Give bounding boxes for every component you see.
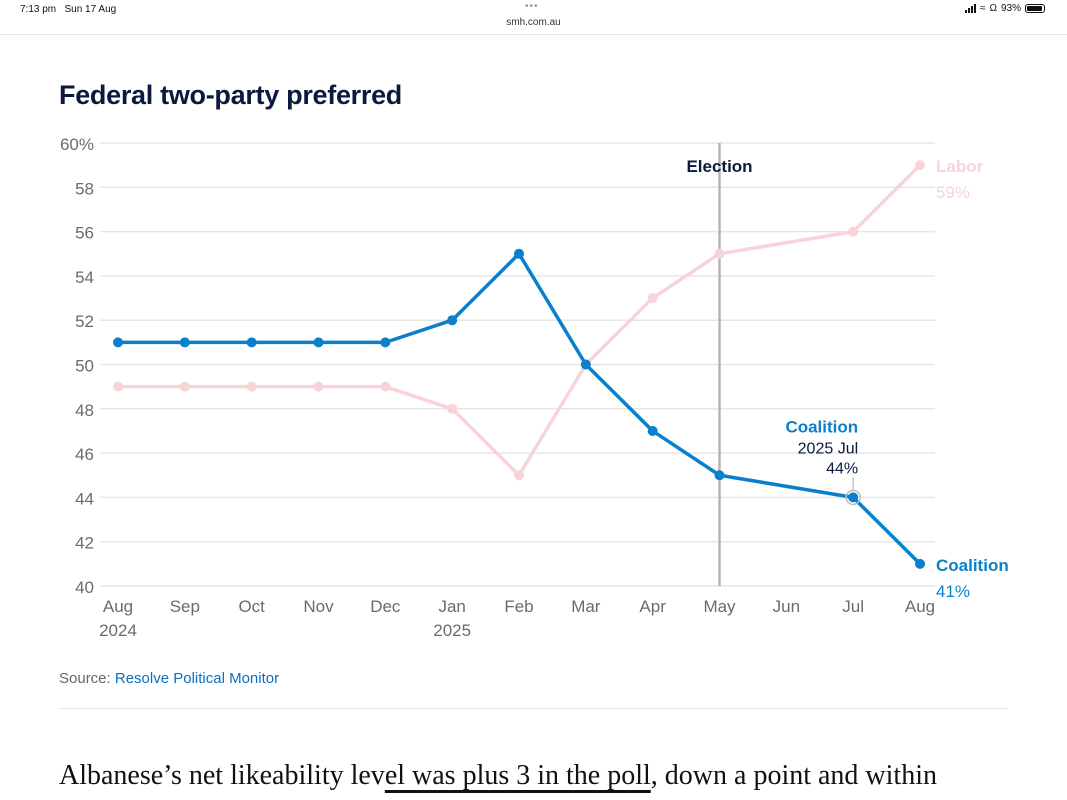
x-tick-label: Dec bbox=[370, 597, 401, 616]
y-tick-label: 50 bbox=[75, 357, 94, 376]
divider bbox=[59, 708, 1008, 709]
line-chart: 40 42 44 46 48 50 52 54 56 58 60% Aug 2024 Sep Oct Nov D… bbox=[60, 135, 1009, 640]
source-link[interactable]: Resolve Political Monitor bbox=[114, 670, 280, 687]
y-tick-label: 60% bbox=[60, 135, 94, 154]
labor-point bbox=[915, 160, 925, 171]
coalition-point bbox=[179, 337, 190, 348]
x-tick-label: Feb bbox=[504, 597, 533, 616]
coalition-point bbox=[380, 337, 391, 348]
status-bar: 7:13 pm Sun 17 Aug ••• smh.com.au ≈ Ω 93… bbox=[0, 0, 1067, 35]
coalition-point bbox=[848, 492, 859, 503]
tooltip-title: Coalition bbox=[785, 417, 858, 436]
labor-point bbox=[113, 381, 123, 392]
y-tick-label: 52 bbox=[75, 312, 94, 331]
url-label[interactable]: smh.com.au bbox=[506, 17, 561, 28]
y-tick-label: 46 bbox=[75, 445, 94, 464]
coalition-line bbox=[118, 252, 922, 566]
wifi-icon: ≈ bbox=[980, 3, 986, 14]
x-tick-sublabel: 2024 bbox=[99, 621, 137, 640]
labor-point bbox=[380, 381, 391, 392]
status-time: 7:13 pm Sun 17 Aug bbox=[20, 4, 117, 15]
coalition-point bbox=[246, 337, 257, 348]
coalition-end-value: 41% bbox=[936, 582, 970, 601]
chart-title: Federal two-party preferred bbox=[59, 80, 402, 110]
tooltip-focus-ring bbox=[845, 489, 861, 506]
article-paragraph: Albanese’s net likeability level was plu… bbox=[59, 760, 937, 791]
x-tick-label: Aug bbox=[103, 597, 133, 616]
y-tick-label: 44 bbox=[75, 489, 94, 508]
labor-end-label: Labor bbox=[936, 157, 984, 176]
y-tick-label: 42 bbox=[75, 534, 94, 553]
y-tick-label: 40 bbox=[75, 578, 94, 597]
labor-end-value: 59% bbox=[936, 183, 970, 202]
status-icons: ≈ Ω 93% bbox=[965, 3, 1045, 14]
x-tick-label: Mar bbox=[571, 597, 601, 616]
coalition-point bbox=[113, 337, 123, 348]
coalition-point bbox=[580, 359, 591, 370]
x-tick-label: Sep bbox=[170, 597, 200, 616]
x-tick-label: May bbox=[703, 597, 736, 616]
source-line: Source: Resolve Political Monitor bbox=[59, 670, 279, 687]
tooltip-value: 44% bbox=[826, 460, 858, 477]
x-tick-label: Nov bbox=[303, 597, 334, 616]
x-tick-label: Jan bbox=[438, 597, 465, 616]
labor-point bbox=[313, 381, 324, 392]
headphones-icon: Ω bbox=[989, 3, 997, 14]
coalition-point bbox=[313, 337, 324, 348]
labor-point bbox=[447, 403, 458, 414]
labor-point bbox=[848, 226, 859, 237]
battery-percent: 93% bbox=[1000, 3, 1021, 14]
labor-point bbox=[179, 381, 190, 392]
coalition-point bbox=[447, 315, 458, 326]
signal-icon bbox=[965, 4, 976, 13]
labor-point bbox=[714, 248, 725, 259]
tooltip-date: 2025 Jul bbox=[798, 440, 859, 457]
y-tick-label: 58 bbox=[75, 179, 94, 198]
y-tick-label: 54 bbox=[75, 268, 94, 287]
battery-icon bbox=[1025, 4, 1045, 13]
x-tick-label: Oct bbox=[238, 597, 265, 616]
coalition-point bbox=[915, 558, 925, 569]
labor-point bbox=[647, 293, 658, 304]
coalition-end-label: Coalition bbox=[936, 556, 1009, 575]
x-tick-label: Jul bbox=[842, 597, 864, 616]
highlighted-text[interactable]: el was plus 3 in the poll bbox=[384, 760, 651, 791]
coalition-point bbox=[714, 470, 725, 481]
x-tick-label: Apr bbox=[639, 597, 666, 616]
x-tick-sublabel: 2025 bbox=[433, 621, 471, 640]
labor-line bbox=[118, 163, 922, 477]
labor-point bbox=[514, 470, 524, 481]
more-icon[interactable]: ••• bbox=[525, 1, 539, 12]
labor-point bbox=[246, 381, 257, 392]
x-tick-label: Aug bbox=[905, 597, 935, 616]
source-label: Source: bbox=[59, 670, 111, 687]
election-label: Election bbox=[686, 157, 752, 176]
coalition-point bbox=[514, 248, 524, 259]
x-tick-label: Jun bbox=[773, 597, 800, 616]
coalition-point bbox=[647, 425, 658, 436]
y-tick-label: 56 bbox=[75, 224, 94, 243]
y-tick-label: 48 bbox=[75, 401, 94, 420]
